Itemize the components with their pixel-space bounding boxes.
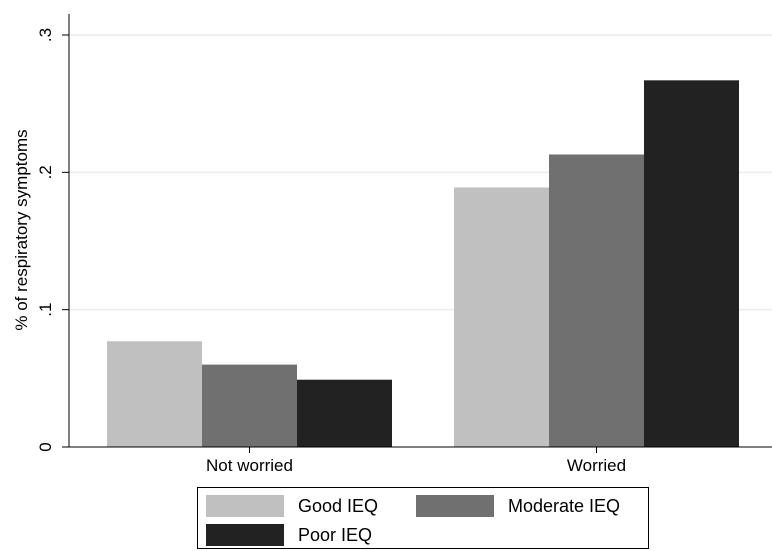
legend-label-good-ieq: Good IEQ	[298, 495, 379, 516]
y-axis-label: % of respiratory symptoms	[12, 129, 31, 330]
y-axis: 0 .1 .2 .3	[36, 14, 70, 452]
bar-good-ieq-not-worried	[107, 341, 202, 447]
legend-item-moderate-ieq: Moderate IEQ	[416, 495, 620, 517]
y-tick-label: .2	[36, 165, 55, 179]
legend-label-poor-ieq: Poor IEQ	[298, 524, 373, 545]
legend-swatch-moderate-ieq	[416, 495, 494, 517]
bar-moderate-ieq-worried	[549, 154, 644, 448]
y-tick-label: 0	[36, 442, 55, 451]
x-axis: Not worried Worried	[69, 446, 772, 475]
legend: Good IEQ Moderate IEQ Poor IEQ	[197, 487, 649, 549]
legend-swatch-poor-ieq	[206, 524, 284, 546]
bar-poor-ieq-worried	[644, 80, 739, 447]
legend-swatch-good-ieq	[206, 495, 284, 517]
bar-poor-ieq-not-worried	[297, 379, 392, 447]
y-tick-label: .1	[36, 303, 55, 317]
x-tick-label: Not worried	[206, 456, 293, 475]
bar-good-ieq-worried	[454, 187, 549, 447]
legend-item-poor-ieq: Poor IEQ	[206, 524, 372, 546]
y-tick-label: .3	[36, 28, 55, 42]
legend-item-good-ieq: Good IEQ	[206, 495, 378, 517]
bar-moderate-ieq-not-worried	[202, 364, 297, 447]
legend-label-moderate-ieq: Moderate IEQ	[508, 495, 621, 516]
x-tick-label: Worried	[567, 456, 626, 475]
bars	[107, 80, 739, 448]
